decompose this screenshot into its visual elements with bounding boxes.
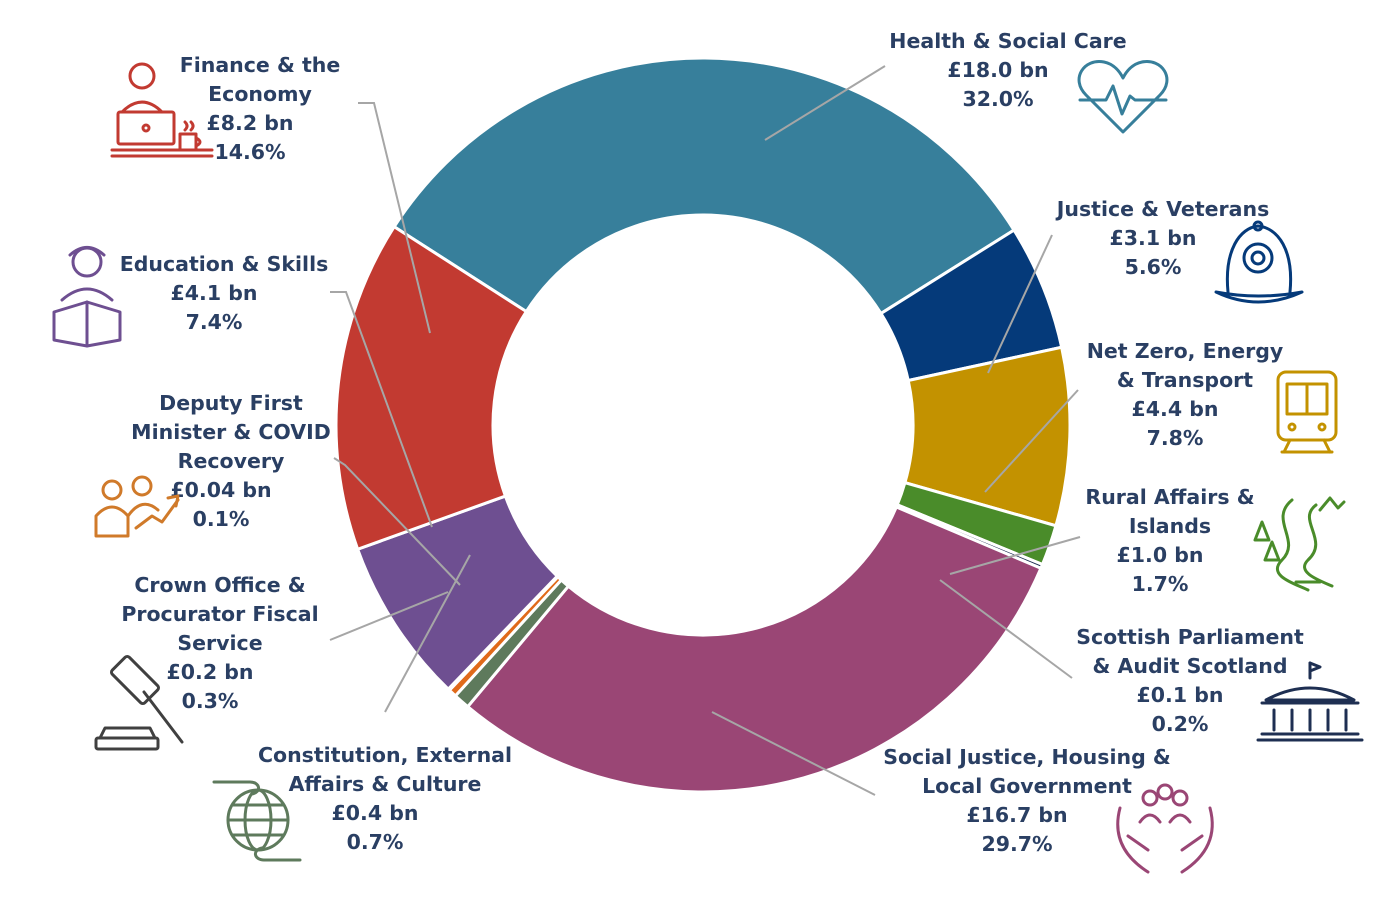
- slice-percent-label: 29.7%: [981, 832, 1052, 856]
- slice-value-label: £4.4 bn: [1132, 397, 1219, 421]
- slice-name-label: Constitution, External: [258, 743, 512, 767]
- slice-name-label: Minister & COVID: [131, 420, 331, 444]
- people-growth-icon: [94, 475, 180, 538]
- leader-line: [987, 234, 1053, 374]
- slice-social-justice-housing-local-government: [465, 505, 1043, 794]
- slice-value-label: £3.1 bn: [1110, 226, 1197, 250]
- globe-hands-icon: [212, 780, 302, 862]
- slice-value-label: £8.2 bn: [207, 111, 294, 135]
- slice-name-label: Social Justice, Housing &: [883, 745, 1171, 769]
- slice-name-label: Net Zero, Energy: [1087, 339, 1284, 363]
- parliament-building-icon: [1256, 661, 1364, 742]
- slice-name-label: & Transport: [1117, 368, 1253, 392]
- leader-line: [949, 536, 1081, 575]
- train-icon: [1276, 370, 1338, 454]
- gavel-icon: [94, 654, 184, 751]
- slice-name-label: Crown Office &: [134, 573, 305, 597]
- slice-percent-label: 0.2%: [1152, 712, 1209, 736]
- slice-value-label: £18.0 bn: [947, 58, 1048, 82]
- slice-name-label: Islands: [1129, 514, 1211, 538]
- leader-line: [711, 711, 876, 796]
- slice-percent-label: 0.1%: [193, 507, 250, 531]
- slice-finance-the-economy: [334, 224, 529, 552]
- slice-name-label: Education & Skills: [120, 252, 329, 276]
- slice-health-social-care: [392, 56, 1017, 316]
- slice-name-label: Health & Social Care: [889, 29, 1126, 53]
- student-reading-icon: [52, 246, 122, 348]
- slice-name-label: Deputy First: [159, 391, 303, 415]
- slice-percent-label: 0.3%: [182, 689, 239, 713]
- slice-percent-label: 14.6%: [214, 140, 285, 164]
- leader-line: [984, 389, 1079, 493]
- slice-labels: Health & Social Care £18.0 bn 32.0% Justice…: [120, 29, 1304, 856]
- slice-percent-label: 5.6%: [1125, 255, 1182, 279]
- slice-value-label: £1.0 bn: [1117, 543, 1204, 567]
- slice-name-label: Rural Affairs &: [1085, 485, 1254, 509]
- slice-percent-label: 32.0%: [962, 87, 1033, 111]
- slice-value-label: £16.7 bn: [966, 803, 1067, 827]
- donut-slices: [334, 56, 1072, 794]
- leader-lines: [329, 65, 1081, 796]
- slice-value-label: £0.1 bn: [1137, 683, 1224, 707]
- slice-value-label: £4.1 bn: [171, 281, 258, 305]
- slice-name-label: Scottish Parliament: [1076, 625, 1304, 649]
- slice-name-label: Finance & the: [180, 53, 341, 77]
- slice-name-label: Local Government: [922, 774, 1132, 798]
- slice-value-label: £0.2 bn: [167, 660, 254, 684]
- police-helmet-icon: [1214, 220, 1304, 304]
- slice-name-label: Justice & Veterans: [1055, 197, 1270, 221]
- leader-line: [358, 102, 431, 334]
- slice-name-label: Recovery: [178, 449, 285, 473]
- slice-name-label: Service: [177, 631, 262, 655]
- slice-name-label: & Audit Scotland: [1092, 654, 1287, 678]
- slice-percent-label: 1.7%: [1132, 572, 1189, 596]
- slice-name-label: Procurator Fiscal: [121, 602, 318, 626]
- slice-name-label: Affairs & Culture: [289, 772, 482, 796]
- leader-line: [764, 65, 886, 141]
- leader-line: [939, 579, 1073, 679]
- leader-line: [329, 591, 449, 641]
- slice-name-label: Economy: [208, 82, 312, 106]
- leader-line: [333, 457, 461, 586]
- leader-line: [330, 291, 433, 528]
- category-icons: [52, 60, 1364, 874]
- slice-value-label: £0.4 bn: [332, 801, 419, 825]
- heart-pulse-icon: [1077, 60, 1169, 134]
- slice-percent-label: 7.8%: [1147, 426, 1204, 450]
- hands-community-icon: [1116, 783, 1214, 874]
- river-landscape-icon: [1253, 496, 1346, 592]
- slice-value-label: £0.04 bn: [170, 478, 271, 502]
- slice-percent-label: 0.7%: [347, 830, 404, 854]
- laptop-worker-icon: [110, 62, 214, 158]
- slice-percent-label: 7.4%: [186, 310, 243, 334]
